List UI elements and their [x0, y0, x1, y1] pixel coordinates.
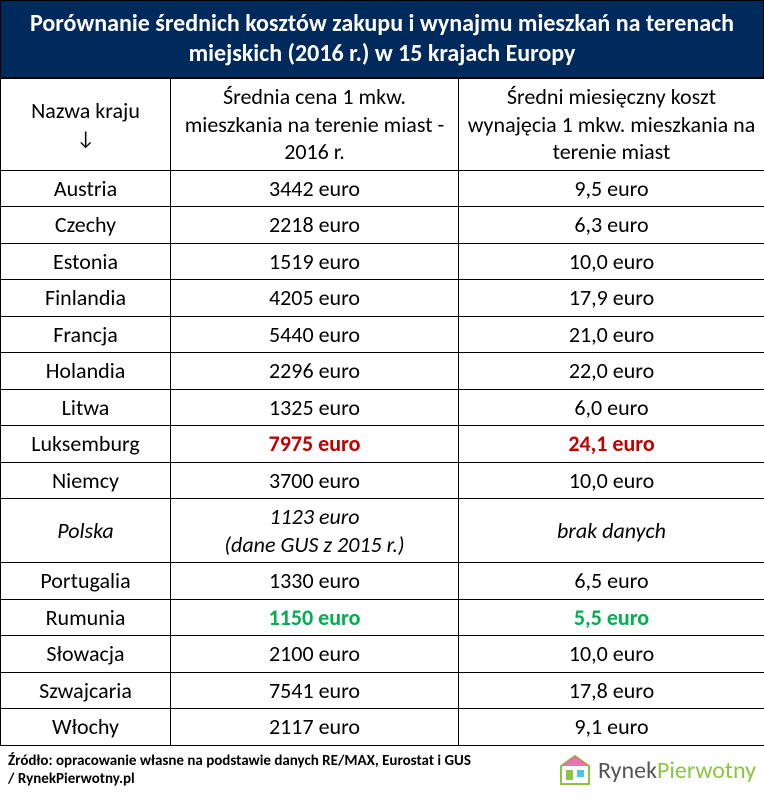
logo-text-part2: Pierwotny: [657, 756, 756, 785]
cell-buy: 7541 euro: [171, 672, 459, 709]
cell-rent: 6,0 euro: [459, 389, 764, 426]
cell-country: Holandia: [1, 353, 171, 390]
cell-country: Estonia: [1, 243, 171, 280]
cell-rent: 5,5 euro: [459, 599, 764, 636]
cell-rent: 9,1 euro: [459, 709, 764, 746]
cell-buy: 1519 euro: [171, 243, 459, 280]
table-row: Polska1123 euro(dane GUS z 2015 r.)brak …: [1, 499, 764, 563]
logo-text-part1: Rynek: [598, 756, 657, 785]
table-row: Austria3442 euro9,5 euro: [1, 170, 764, 207]
cell-rent: 22,0 euro: [459, 353, 764, 390]
cell-buy: 2296 euro: [171, 353, 459, 390]
cell-buy: 2117 euro: [171, 709, 459, 746]
house-icon: [558, 753, 592, 787]
cell-buy: 1330 euro: [171, 563, 459, 600]
cell-country: Rumunia: [1, 599, 171, 636]
table-row: Estonia1519 euro10,0 euro: [1, 243, 764, 280]
table-container: Porównanie średnich kosztów zakupu i wyn…: [0, 0, 764, 799]
cell-rent: 6,5 euro: [459, 563, 764, 600]
cell-buy: 2218 euro: [171, 207, 459, 244]
table-row: Finlandia4205 euro17,9 euro: [1, 280, 764, 317]
cell-rent: 17,8 euro: [459, 672, 764, 709]
cell-rent: 10,0 euro: [459, 462, 764, 499]
header-row: Nazwa kraju ↓ Średnia cena 1 mkw. mieszk…: [1, 79, 764, 171]
footer: Źródło: opracowanie własne na podstawie …: [0, 746, 764, 799]
cell-rent: 6,3 euro: [459, 207, 764, 244]
source-text: Źródło: opracowanie własne na podstawie …: [8, 752, 478, 790]
cell-country: Luksemburg: [1, 426, 171, 463]
cell-rent: 9,5 euro: [459, 170, 764, 207]
cell-buy: 5440 euro: [171, 316, 459, 353]
cell-country: Francja: [1, 316, 171, 353]
cell-country: Austria: [1, 170, 171, 207]
table-row: Słowacja2100 euro10,0 euro: [1, 636, 764, 673]
cell-buy: 4205 euro: [171, 280, 459, 317]
table-row: Rumunia1150 euro5,5 euro: [1, 599, 764, 636]
table-title: Porównanie średnich kosztów zakupu i wyn…: [0, 0, 764, 78]
table-row: Francja5440 euro21,0 euro: [1, 316, 764, 353]
col-header-country-label: Nazwa kraju: [31, 97, 140, 124]
col-header-rent: Średni miesięczny koszt wynajęcia 1 mkw.…: [459, 79, 764, 171]
cell-rent: 21,0 euro: [459, 316, 764, 353]
logo-text: RynekPierwotny: [598, 756, 756, 785]
table-row: Litwa1325 euro6,0 euro: [1, 389, 764, 426]
cell-rent: 10,0 euro: [459, 636, 764, 673]
table-row: Luksemburg7975 euro24,1 euro: [1, 426, 764, 463]
cell-country: Finlandia: [1, 280, 171, 317]
logo: RynekPierwotny: [558, 753, 756, 787]
table-row: Niemcy3700 euro10,0 euro: [1, 462, 764, 499]
cell-buy: 3442 euro: [171, 170, 459, 207]
cell-buy: 3700 euro: [171, 462, 459, 499]
cell-country: Niemcy: [1, 462, 171, 499]
table-body: Austria3442 euro9,5 euroCzechy2218 euro6…: [1, 170, 764, 745]
col-header-buy: Średnia cena 1 mkw. mieszkania na tereni…: [171, 79, 459, 171]
table-row: Włochy2117 euro9,1 euro: [1, 709, 764, 746]
sort-arrow-icon: ↓: [76, 127, 94, 151]
cell-rent: brak danych: [459, 499, 764, 563]
table-row: Portugalia1330 euro6,5 euro: [1, 563, 764, 600]
data-table: Nazwa kraju ↓ Średnia cena 1 mkw. mieszk…: [0, 78, 764, 746]
cell-country: Włochy: [1, 709, 171, 746]
cell-country: Czechy: [1, 207, 171, 244]
table-row: Czechy2218 euro6,3 euro: [1, 207, 764, 244]
cell-country: Słowacja: [1, 636, 171, 673]
cell-country: Polska: [1, 499, 171, 563]
col-header-country: Nazwa kraju ↓: [1, 79, 171, 171]
cell-buy: 1123 euro(dane GUS z 2015 r.): [171, 499, 459, 563]
cell-buy: 7975 euro: [171, 426, 459, 463]
table-row: Szwajcaria7541 euro17,8 euro: [1, 672, 764, 709]
cell-buy: 1325 euro: [171, 389, 459, 426]
cell-buy: 1150 euro: [171, 599, 459, 636]
cell-rent: 24,1 euro: [459, 426, 764, 463]
cell-buy: 2100 euro: [171, 636, 459, 673]
cell-rent: 10,0 euro: [459, 243, 764, 280]
table-row: Holandia2296 euro22,0 euro: [1, 353, 764, 390]
cell-country: Litwa: [1, 389, 171, 426]
cell-country: Portugalia: [1, 563, 171, 600]
cell-rent: 17,9 euro: [459, 280, 764, 317]
cell-country: Szwajcaria: [1, 672, 171, 709]
